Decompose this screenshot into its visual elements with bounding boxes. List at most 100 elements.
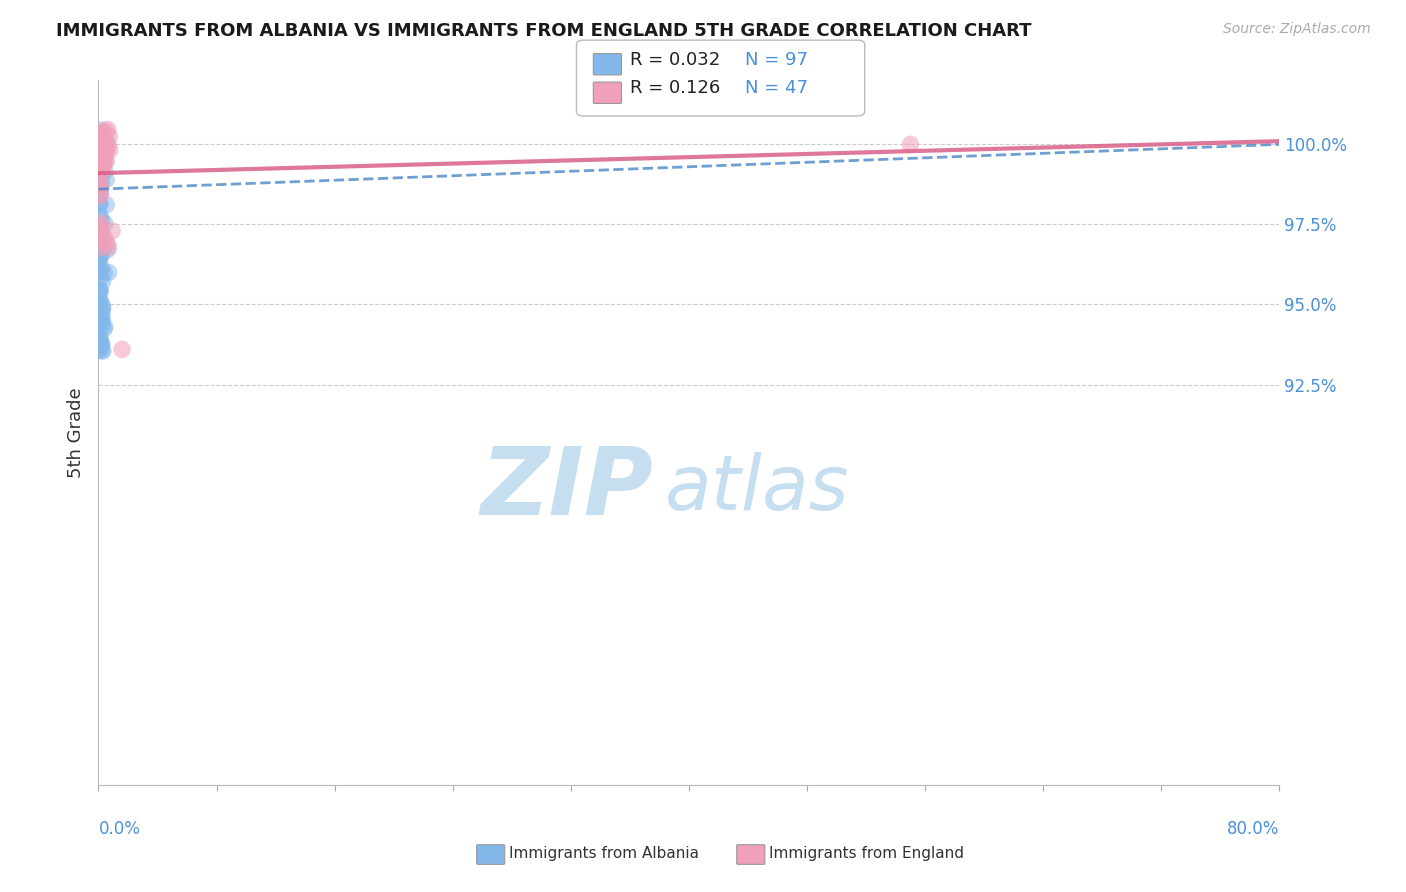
Point <box>89 228 111 243</box>
Point <box>91 275 114 289</box>
Point <box>90 154 112 169</box>
Point <box>89 127 111 141</box>
Point <box>96 141 118 155</box>
Point <box>101 224 124 238</box>
Point <box>90 153 112 167</box>
Point <box>91 142 114 156</box>
Point <box>97 265 120 279</box>
Point <box>87 185 110 199</box>
Point <box>89 196 111 211</box>
Point <box>89 343 111 358</box>
Text: R = 0.126: R = 0.126 <box>630 79 720 97</box>
Point <box>93 164 115 178</box>
Point <box>89 309 111 323</box>
Point <box>96 236 118 251</box>
Point <box>89 241 111 255</box>
Point <box>89 340 111 354</box>
Point <box>90 184 112 198</box>
Point <box>89 246 111 260</box>
Point <box>90 213 112 227</box>
Point <box>96 154 118 169</box>
Point <box>111 343 134 357</box>
Point <box>87 335 110 350</box>
Point <box>90 132 112 146</box>
Point <box>90 315 112 329</box>
Point <box>89 141 111 155</box>
Point <box>87 189 110 203</box>
Point <box>89 282 111 296</box>
Point <box>90 338 112 352</box>
Text: 0.0%: 0.0% <box>98 820 141 838</box>
Text: N = 47: N = 47 <box>745 79 808 97</box>
Point <box>90 130 112 145</box>
Point <box>93 158 115 172</box>
Point <box>89 159 111 173</box>
Point <box>91 128 114 142</box>
Point <box>93 157 115 171</box>
Point <box>96 243 118 257</box>
Point <box>90 162 112 177</box>
Point <box>87 167 110 181</box>
Point <box>90 131 112 145</box>
Point <box>89 178 111 193</box>
Point <box>89 160 111 174</box>
Point <box>89 137 111 152</box>
Point <box>90 159 112 173</box>
Point <box>89 141 111 155</box>
Point <box>89 250 111 264</box>
Point <box>87 161 110 175</box>
Point <box>900 137 922 152</box>
Text: Immigrants from Albania: Immigrants from Albania <box>509 846 699 861</box>
Point <box>89 198 111 212</box>
Point <box>93 151 115 165</box>
Point <box>87 250 110 264</box>
Point <box>90 307 112 321</box>
Point <box>89 142 111 156</box>
Point <box>87 297 110 311</box>
Point <box>89 265 111 279</box>
Point <box>90 175 112 189</box>
Point <box>94 320 117 334</box>
Point <box>94 172 117 186</box>
Point <box>89 227 111 242</box>
Text: IMMIGRANTS FROM ALBANIA VS IMMIGRANTS FROM ENGLAND 5TH GRADE CORRELATION CHART: IMMIGRANTS FROM ALBANIA VS IMMIGRANTS FR… <box>56 22 1032 40</box>
Point <box>89 305 111 319</box>
Point <box>90 123 112 137</box>
Text: atlas: atlas <box>665 452 849 526</box>
Point <box>89 262 111 277</box>
Point <box>89 285 111 299</box>
Point <box>91 302 114 317</box>
Point <box>89 308 111 322</box>
Point <box>90 164 112 178</box>
Point <box>91 153 114 168</box>
Point <box>89 161 111 176</box>
Point <box>89 293 111 308</box>
Text: N = 97: N = 97 <box>745 51 808 69</box>
Point <box>89 180 111 194</box>
Point <box>89 209 111 223</box>
Point <box>89 331 111 345</box>
Point <box>97 240 120 254</box>
Point <box>89 216 111 230</box>
Point <box>87 340 110 354</box>
Point <box>87 160 110 174</box>
Point <box>90 335 112 350</box>
Point <box>87 242 110 256</box>
Point <box>89 149 111 163</box>
Point <box>91 150 114 164</box>
Point <box>89 264 111 278</box>
Point <box>89 188 111 202</box>
Point <box>89 226 111 240</box>
Point <box>91 226 114 240</box>
Point <box>94 134 117 148</box>
Point <box>97 139 120 153</box>
Point <box>89 333 111 347</box>
Point <box>96 125 118 139</box>
Point <box>90 295 112 310</box>
Point <box>89 126 111 140</box>
Point <box>87 317 110 331</box>
Point <box>89 194 111 209</box>
Point <box>89 170 111 185</box>
Point <box>94 217 117 231</box>
Point <box>87 308 110 322</box>
